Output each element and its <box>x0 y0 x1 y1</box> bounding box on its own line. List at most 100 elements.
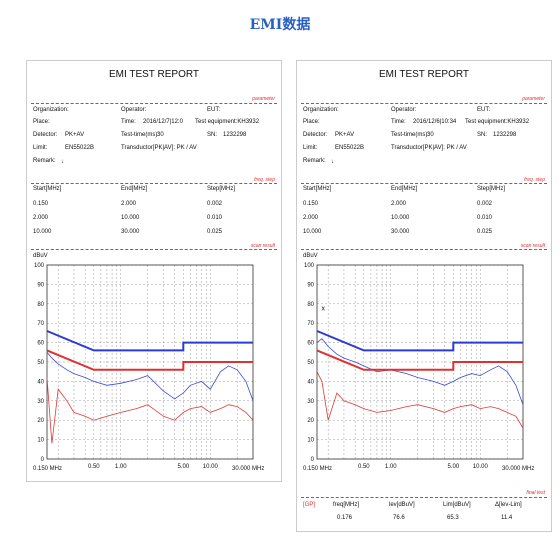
y-tick-label: 40 <box>37 379 44 385</box>
final-header-gp: [GP] <box>303 502 316 508</box>
section-divider <box>31 183 277 184</box>
remark-label: Remark: <box>33 158 56 164</box>
limit-line-peak <box>316 330 523 352</box>
freq-cell: 10.000 <box>303 229 322 235</box>
limit-line-average <box>316 349 523 371</box>
sn-label: SN: <box>477 132 488 138</box>
freq-cell: 10.000 <box>121 215 140 221</box>
final-header-delta: Δ[lev-Lim] <box>495 502 522 508</box>
final-cell-freq: 0.176 <box>337 515 353 521</box>
testtime-value: 30 <box>157 132 164 138</box>
detector-value: PK+AV <box>65 132 85 138</box>
freq-cell: 2.000 <box>121 201 137 207</box>
x-tick-label: 5.00 <box>447 464 459 470</box>
peak-marker: x <box>321 305 325 312</box>
remark-label: Remark: <box>303 158 326 164</box>
time-value: 2016/12/7|12:0 <box>143 119 183 125</box>
limit-line-peak <box>46 330 253 352</box>
limit-label: Limit: <box>33 145 48 151</box>
y-tick-label: 100 <box>304 263 315 269</box>
limit-label: Limit: <box>303 145 318 151</box>
report-panel-right: EMI TEST REPORT parameter Organization: … <box>296 60 552 532</box>
limit-value: EN55022B <box>335 145 365 151</box>
transducer-label: Transductor[PK|AV]: PK / AV <box>121 145 197 151</box>
operator-label: Operator: <box>391 107 417 113</box>
testtime-label: Test-time(ms): <box>391 132 429 138</box>
report-title: EMI TEST REPORT <box>108 69 200 80</box>
limit-value: EN55022B <box>65 145 95 151</box>
section-divider <box>301 497 547 498</box>
freq-cell: 2.000 <box>33 215 49 221</box>
freq-header-step: Step[MHz] <box>207 186 236 192</box>
section-divider <box>301 103 547 104</box>
x-tick-label: 1.00 <box>115 464 127 470</box>
y-tick-label: 20 <box>307 418 314 424</box>
section-label-parameter: parameter <box>522 96 545 102</box>
freq-cell: 0.002 <box>207 201 223 207</box>
section-divider <box>31 249 277 250</box>
section-label-final-test: final test <box>526 490 545 496</box>
freq-header-step: Step[MHz] <box>477 186 506 192</box>
y-tick-label: 70 <box>37 321 44 327</box>
final-header-level: lev[dBuV] <box>389 502 415 508</box>
y-tick-label: 80 <box>37 302 44 308</box>
x-tick-label: 5.00 <box>177 464 189 470</box>
sn-value: 1232298 <box>223 132 247 138</box>
time-label: Time: <box>121 119 136 125</box>
testtime-label: Test-time(ms): <box>121 132 159 138</box>
section-label-parameter: parameter <box>252 96 275 102</box>
remark-value: ↓ <box>61 159 64 165</box>
series-line-peak <box>46 352 254 401</box>
freq-header-end: End[MHz] <box>391 186 418 192</box>
y-tick-label: 0 <box>311 457 315 463</box>
y-tick-label: 20 <box>37 418 44 424</box>
freq-cell: 0.025 <box>207 229 223 235</box>
operator-label: Operator: <box>121 107 147 113</box>
freq-cell: 0.150 <box>303 201 319 207</box>
x-tick-label: 10.00 <box>473 464 489 470</box>
emi-chart-right: 0 10 20 30 40 50 60 70 80 90 100 0.50 1.00 5.00 10.00 x <box>304 263 524 470</box>
series-line-average <box>46 377 254 444</box>
series-line-peak <box>316 338 524 405</box>
y-tick-label: 40 <box>307 379 314 385</box>
final-header-limit: Lim[dBuV] <box>443 502 471 508</box>
y-tick-label: 60 <box>307 341 314 347</box>
freq-cell: 0.010 <box>207 215 223 221</box>
y-tick-label: 10 <box>37 438 44 444</box>
y-tick-label: 0 <box>41 457 45 463</box>
x-start-label: 0.150 MHz <box>303 466 333 472</box>
freq-cell: 0.025 <box>477 229 493 235</box>
equipment-label: Test equipment:KH3932 <box>195 119 260 125</box>
y-unit-label: dBuV <box>33 253 48 259</box>
final-cell-limit: 65.3 <box>447 515 459 521</box>
freq-cell: 30.000 <box>121 229 140 235</box>
y-tick-label: 90 <box>37 282 44 288</box>
detector-label: Detector: <box>33 132 58 138</box>
freq-cell: 10.000 <box>33 229 52 235</box>
organization-label: Organization: <box>33 107 69 113</box>
y-tick-label: 10 <box>307 438 314 444</box>
final-cell-level: 76.6 <box>393 515 405 521</box>
final-header-freq: freq[MHz] <box>333 502 360 508</box>
y-tick-label: 100 <box>34 263 45 269</box>
time-value: 2016/12/6|10:34 <box>413 119 457 125</box>
section-label-scan-result: scan result <box>250 243 275 249</box>
freq-header-start: Start[MHz] <box>33 186 62 192</box>
y-tick-label: 60 <box>37 341 44 347</box>
y-tick-label: 90 <box>307 282 314 288</box>
freq-cell: 0.002 <box>477 201 493 207</box>
y-tick-label: 30 <box>307 399 314 405</box>
x-tick-label: 1.00 <box>385 464 397 470</box>
y-unit-label: dBuV <box>303 253 318 259</box>
time-label: Time: <box>391 119 406 125</box>
y-tick-label: 50 <box>307 360 314 366</box>
freq-header-end: End[MHz] <box>121 186 148 192</box>
equipment-label: Test equipment:KH3932 <box>465 119 530 125</box>
section-divider <box>301 183 547 184</box>
section-divider <box>301 249 547 250</box>
final-cell-delta: 11.4 <box>501 515 513 521</box>
detector-value: PK+AV <box>335 132 355 138</box>
sn-value: 1232298 <box>493 132 517 138</box>
place-label: Place: <box>303 119 320 125</box>
y-tick-label: 70 <box>307 321 314 327</box>
